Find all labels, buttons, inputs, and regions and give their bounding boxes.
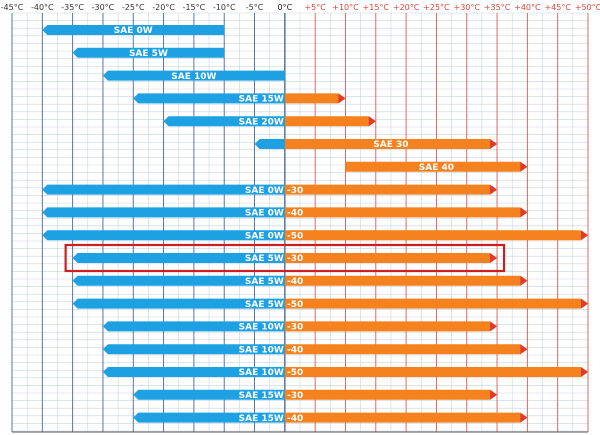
bar-warm-segment	[284, 412, 528, 423]
bar-cold-segment	[102, 321, 285, 332]
bar-arrow-tip	[581, 298, 588, 309]
bar-warm-segment	[284, 116, 376, 127]
bar-cold-segment	[72, 275, 285, 286]
x-tick-label: -15°C	[183, 3, 206, 12]
bar-label: SAE 0W -40	[245, 209, 303, 219]
bar-cold-segment	[72, 253, 285, 263]
bar-arrow-tip	[520, 344, 528, 355]
bar-label: SAE 5W	[129, 49, 168, 59]
x-tick-label: -30°C	[92, 3, 115, 12]
major-grid	[11, 13, 589, 433]
bar-warm-segment	[284, 230, 588, 241]
bar-cold-segment	[42, 207, 285, 218]
bar-cold-segment	[133, 389, 285, 400]
bar-warm-segment	[284, 275, 528, 286]
bar-cold-segment	[72, 298, 285, 309]
bar-arrow-tip	[490, 139, 498, 149]
highlight-box	[64, 243, 506, 273]
bar-warm-segment	[284, 93, 346, 104]
bar-label: SAE 5W -40	[245, 277, 303, 287]
bar-arrow-tip	[490, 184, 498, 195]
x-tick-label: +30°C	[454, 3, 481, 12]
x-tick-label: +50°C	[575, 3, 600, 12]
bar-label: SAE 10W	[171, 72, 216, 82]
bar-warm-segment	[284, 389, 498, 400]
x-tick-label: -45°C	[1, 3, 24, 12]
x-tick-label: -5°C	[246, 3, 264, 12]
bar-cold-segment	[102, 367, 285, 377]
bar-warm-segment	[284, 184, 498, 195]
bar-warm-segment	[284, 253, 498, 263]
x-tick-label: +35°C	[484, 3, 511, 12]
bar-label: SAE 0W -50	[245, 231, 303, 241]
x-tick-label: +5°C	[304, 3, 326, 12]
x-tick-label: +20°C	[393, 3, 420, 12]
bar-warm-segment	[284, 298, 588, 309]
x-tick-label: -20°C	[152, 3, 175, 12]
x-tick-label: -25°C	[122, 3, 145, 12]
bar-cold-segment	[133, 93, 285, 104]
bar-label: SAE 15W -40	[239, 414, 304, 424]
x-tick-label: -40°C	[31, 3, 54, 12]
bar-warm-segment	[345, 161, 528, 172]
bar-label: SAE 5W -50	[245, 300, 303, 310]
bar-arrow-tip	[490, 253, 498, 263]
bar-label: SAE 0W	[114, 26, 153, 36]
bar-cold-segment	[133, 412, 285, 423]
bar-label: SAE 15W -30	[239, 391, 304, 401]
bar-label: SAE 40	[419, 163, 454, 173]
bar-cold-segment	[72, 47, 225, 58]
x-tick-label: 0°C	[277, 3, 292, 12]
bar-cold-segment	[254, 139, 285, 149]
bar-arrow-tip	[338, 93, 346, 104]
bar-arrow-tip	[490, 389, 498, 400]
bar-label: SAE 20W	[239, 117, 284, 127]
bar-cold-segment	[42, 25, 225, 35]
bar-cold-segment	[163, 116, 285, 127]
bar-label: SAE 10W -30	[239, 323, 304, 333]
bar-cold-segment	[102, 70, 285, 81]
bar-label: SAE 30	[373, 140, 408, 150]
bar-label: SAE 5W -30	[245, 254, 303, 264]
x-tick-label: +10°C	[332, 3, 359, 12]
bar-warm-segment	[284, 207, 528, 218]
bar-arrow-tip	[368, 116, 376, 127]
bar-arrow-tip	[490, 321, 498, 332]
bar-label: SAE 10W -50	[239, 368, 304, 378]
bar-warm-segment	[284, 321, 498, 332]
x-tick-label: -10°C	[213, 3, 236, 12]
bar-label: SAE 10W -40	[239, 345, 304, 355]
bar-labels-layer: SAE 0W SAE 5W SAE 10W SAE 15W SAE 20W SAE 30 S…	[114, 26, 454, 424]
x-tick-label: +45°C	[544, 3, 571, 12]
x-tick-label: +15°C	[363, 3, 390, 12]
bar-warm-segment	[284, 344, 528, 355]
highlight-layer	[64, 243, 506, 273]
bar-label: SAE 15W	[239, 95, 284, 105]
bar-arrow-tip	[581, 367, 588, 377]
bar-label: SAE 0W -30	[245, 186, 303, 196]
x-tick-label: +25°C	[423, 3, 450, 12]
bar-warm-segment	[284, 367, 588, 377]
x-axis-tick-labels: -45°C -40°C -35°C -30°C -25°C -20°C -15°C -10°C…	[1, 3, 600, 12]
x-tick-label: +40°C	[514, 3, 541, 12]
bar-arrow-tip	[520, 275, 528, 286]
bar-cold-segment	[42, 230, 285, 241]
bars-layer	[42, 25, 588, 423]
x-tick-label: -35°C	[61, 3, 84, 12]
bar-cold-segment	[42, 184, 285, 195]
bar-arrow-tip	[520, 161, 528, 172]
bar-arrow-tip	[520, 412, 528, 423]
bar-warm-segment	[284, 139, 498, 149]
bar-arrow-tip	[520, 207, 528, 218]
bar-arrow-tip	[581, 230, 588, 241]
bar-cold-segment	[102, 344, 285, 355]
